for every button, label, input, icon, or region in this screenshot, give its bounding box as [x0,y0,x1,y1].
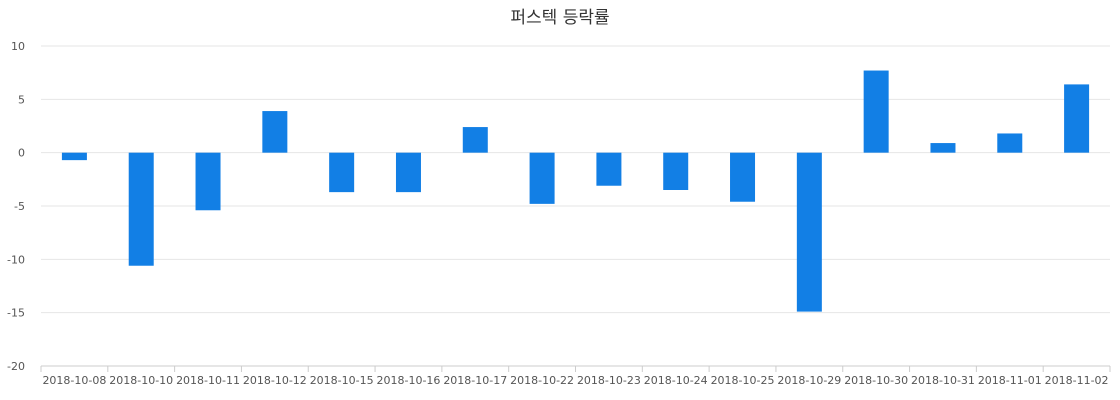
bar [863,70,889,153]
x-tick-label: 2018-11-02 [1045,374,1109,387]
x-tick-label: 2018-10-23 [577,374,641,387]
x-tick-label: 2018-10-29 [777,374,841,387]
bar [529,152,555,204]
y-axis-tick-labels: 10 5 0 -5 -10 -15 -20 [7,40,25,373]
x-tick-label: 2018-10-17 [443,374,507,387]
y-tick-label: -20 [7,360,25,373]
bar [195,152,221,211]
y-tick-label: -5 [14,200,25,213]
x-tick-label: 2018-10-25 [711,374,775,387]
y-tick-label: 10 [11,40,25,53]
bar [128,152,154,266]
bars [61,70,1090,312]
x-tick-label: 2018-10-31 [911,374,975,387]
x-tick-label: 2018-11-01 [978,374,1042,387]
x-tick-label: 2018-10-08 [42,374,106,387]
bar [61,152,87,161]
bar [395,152,421,193]
x-tick-label: 2018-10-15 [310,374,374,387]
x-axis-tick-marks [40,366,1111,372]
bar [930,143,956,153]
x-axis-tick-labels: 2018-10-08 2018-10-10 2018-10-11 2018-10-12… [42,374,1108,387]
y-tick-label: 0 [18,147,25,160]
y-tick-label: -10 [7,253,25,266]
x-tick-label: 2018-10-12 [243,374,307,387]
bar [596,152,622,186]
bar [730,152,756,202]
x-tick-label: 2018-10-24 [644,374,708,387]
bar [663,152,689,190]
bar [796,152,822,312]
bar [462,127,488,153]
x-tick-label: 2018-10-16 [377,374,441,387]
bar [262,111,288,153]
x-tick-label: 2018-10-30 [844,374,908,387]
bar [997,133,1023,153]
bar [329,152,355,193]
bar [1064,84,1090,153]
x-tick-label: 2018-10-11 [176,374,240,387]
y-tick-label: -15 [7,307,25,320]
y-tick-label: 5 [18,93,25,106]
chart-title: 퍼스텍 등락률 [510,8,609,28]
x-tick-label: 2018-10-22 [510,374,574,387]
x-tick-label: 2018-10-10 [109,374,173,387]
